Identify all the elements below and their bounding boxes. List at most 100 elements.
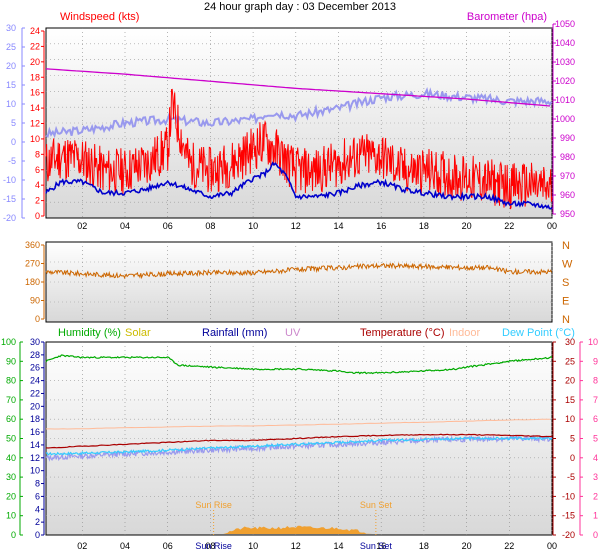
legend-uv: UV [285,327,301,339]
humidity-axis-tick-label: 40 [6,453,16,463]
rain-axis-tick-label: 8 [593,376,598,386]
wind-x-tick: 06 [163,221,173,231]
temp-axis-tick-label: -5 [567,472,575,482]
wind-x-tick: 00 [547,221,557,231]
sunset-x-label: Sun Set [360,541,393,551]
wind-x-tick: 16 [376,221,386,231]
temp-axis-tick-label: 0 [570,453,575,463]
solar-axis-tick-label: 30 [30,337,40,347]
temp-axis-tick-label: 5 [570,434,575,444]
solar-axis-tick-label: 20 [30,401,40,411]
windspeed-axis-tick-label: 8 [35,149,40,159]
windspeed-axis-tick-label: 6 [35,165,40,175]
sunset-label: Sun Set [360,500,393,510]
compass-label: S [562,277,569,289]
temp-axis-tick-label: -15 [562,511,575,521]
barometer-line [45,68,550,107]
direction-axis-tick-label: 90 [30,296,40,306]
rain-axis-tick-label: 10 [588,337,598,347]
temperature-panel: 1009080706050403020100302826242220181614… [1,327,598,551]
wind-x-tick: 08 [205,221,215,231]
barometer-axis-tick-label: 1020 [555,76,575,86]
wind-panel: 302520151050-5-10-15-2024222018161412108… [3,11,575,231]
temp-x-tick: 06 [163,541,173,551]
direction-axis-tick-label: 180 [25,277,40,287]
temp-x-tick: 20 [462,541,472,551]
temp-x-tick: 14 [333,541,343,551]
wind-x-tick: 12 [291,221,301,231]
temp-axis-tick-label: 15 [565,395,575,405]
barometer-axis-tick-label: 1000 [555,114,575,124]
solar-axis-tick-label: 26 [30,363,40,373]
rain-axis-tick-label: 5 [593,434,598,444]
low-series-line [45,434,553,462]
temp-x-tick: 12 [291,541,301,551]
dewpoint-line [45,436,553,456]
barometer-axis-tick-label: 990 [560,133,575,143]
windspeed-axis-tick-label: 4 [35,180,40,190]
temp-x-tick: 18 [419,541,429,551]
legend-humidity: Humidity (%) [58,327,121,339]
humidity-axis-tick-label: 10 [6,511,16,521]
temp-axis-tick-label: 20 [565,376,575,386]
humidity-axis-tick-label: 20 [6,491,16,501]
humidity-axis-tick-label: 50 [6,434,16,444]
solar-axis-tick-label: 12 [30,453,40,463]
temperature-line [45,433,553,449]
legend-temperature: Temperature (°C) [360,327,444,339]
temp-axis-tick-label: 10 [565,414,575,424]
windspeed-axis-tick-label: 12 [30,119,40,129]
barometer-axis-tick-label: 980 [560,152,575,162]
solar-axis-tick-label: 16 [30,427,40,437]
wind-left-axis-tick-label: -15 [3,194,16,204]
humidity-axis-tick-label: 0 [11,530,16,540]
direction-axis-tick-label: 0 [35,314,40,324]
windspeed-axis-tick-label: 20 [30,57,40,67]
wind-x-tick: 02 [77,221,87,231]
temp-x-tick: 00 [547,541,557,551]
windspeed-axis-tick-label: 0 [35,211,40,221]
barometer-axis-tick-label: 1010 [555,95,575,105]
windspeed-axis-tick-label: 22 [30,41,40,51]
humidity-line [45,354,553,375]
temp-axis-tick-label: -10 [562,491,575,501]
rain-axis-tick-label: 3 [593,472,598,482]
humidity-axis-tick-label: 100 [1,337,16,347]
solar-axis-tick-label: 2 [35,517,40,527]
wind-left-axis-tick-label: 15 [6,80,16,90]
wind-x-tick: 10 [248,221,258,231]
temp-x-tick: 10 [248,541,258,551]
windspeed-gust-line [45,88,553,210]
windspeed-axis-tick-label: 2 [35,196,40,206]
compass-label: N [562,240,570,252]
chart-title: 24 hour graph day : 03 December 2013 [204,1,396,13]
legend-indoor: Indoor [449,327,481,339]
humidity-axis-tick-label: 70 [6,395,16,405]
windspeed-axis-tick-label: 24 [30,26,40,36]
temp-axis-tick-label: 25 [565,356,575,366]
wind-left-axis-tick-label: 30 [6,23,16,33]
windspeed-axis-tick-label: 14 [30,103,40,113]
solar-axis-tick-label: 4 [35,504,40,514]
wind-x-tick: 20 [462,221,472,231]
wind-left-axis-tick-label: -5 [8,156,16,166]
rain-axis-tick-label: 4 [593,453,598,463]
windspeed-axis-tick-label: 18 [30,72,40,82]
sunrise-x-label: Sun Rise [195,541,232,551]
humidity-axis-tick-label: 30 [6,472,16,482]
wind-left-axis-tick-label: 0 [11,137,16,147]
solar-axis-tick-label: 22 [30,388,40,398]
wind-left-axis-tick-label: 5 [11,118,16,128]
wind-left-axis-tick-label: 10 [6,99,16,109]
barometer-axis-tick-label: 950 [560,209,575,219]
temp-axis-tick-label: 30 [565,337,575,347]
legend-windspeed: Windspeed (kts) [60,11,139,23]
humidity-axis-tick-label: 80 [6,376,16,386]
wind-direction-line [45,262,553,280]
temp-x-tick: 08 [205,541,215,551]
windspeed-avg-line [45,161,553,210]
legend-solar: Solar [125,327,151,339]
rain-axis-tick-label: 7 [593,395,598,405]
rain-axis-tick-label: 9 [593,356,598,366]
